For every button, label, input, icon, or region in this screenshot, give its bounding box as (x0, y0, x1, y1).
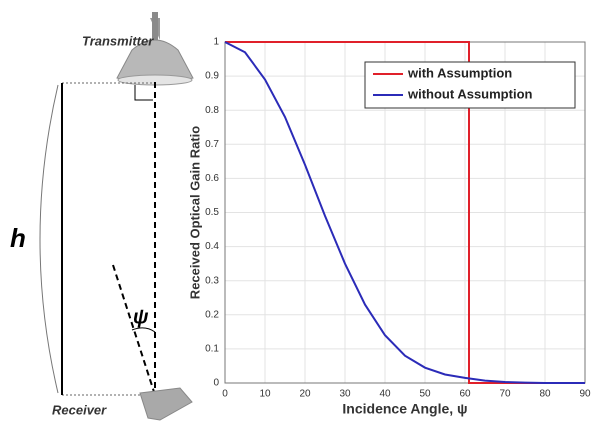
incident-path (112, 264, 156, 396)
x-tick-label: 70 (499, 389, 511, 400)
height-arc (39, 84, 59, 394)
y-tick-label: 0 (213, 378, 219, 389)
y-axis-label: Received Optical Gain Ratio (187, 126, 202, 299)
y-tick-label: 0.9 (205, 71, 219, 82)
x-tick-label: 50 (419, 389, 431, 400)
x-tick-label: 40 (379, 389, 391, 400)
height-label: h (10, 223, 26, 253)
y-tick-label: 0.3 (205, 275, 219, 286)
y-tick-label: 0.6 (205, 173, 219, 184)
x-tick-label: 10 (259, 389, 271, 400)
y-tick-label: 0.8 (205, 105, 219, 116)
y-tick-label: 0.2 (205, 309, 219, 320)
transmitter-label: Transmitter (82, 33, 154, 48)
x-axis-label: Incidence Angle, ψ (342, 401, 467, 417)
diagram: Transmitter Receiver h ψ (10, 12, 194, 421)
y-tick-label: 0.5 (205, 207, 219, 218)
legend-label: without Assumption (407, 86, 533, 101)
x-tick-label: 60 (459, 389, 471, 400)
y-tick-label: 1 (213, 37, 219, 48)
receiver-shape (139, 387, 193, 421)
receiver-label: Receiver (52, 402, 107, 417)
y-tick-label: 0.1 (205, 344, 219, 355)
x-tick-label: 0 (222, 389, 228, 400)
y-tick-label: 0.4 (205, 241, 219, 252)
y-tick-label: 0.7 (205, 139, 219, 150)
x-tick-label: 30 (339, 389, 351, 400)
angle-label: ψ (133, 306, 149, 328)
x-tick-label: 90 (579, 389, 591, 400)
legend-label: with Assumption (407, 65, 512, 80)
x-tick-label: 80 (539, 389, 551, 400)
right-angle (134, 85, 153, 101)
angle-arc (131, 327, 156, 333)
lamp-cord (152, 12, 158, 40)
x-tick-label: 20 (299, 389, 311, 400)
legend-box (364, 61, 576, 109)
series-line (224, 41, 585, 384)
